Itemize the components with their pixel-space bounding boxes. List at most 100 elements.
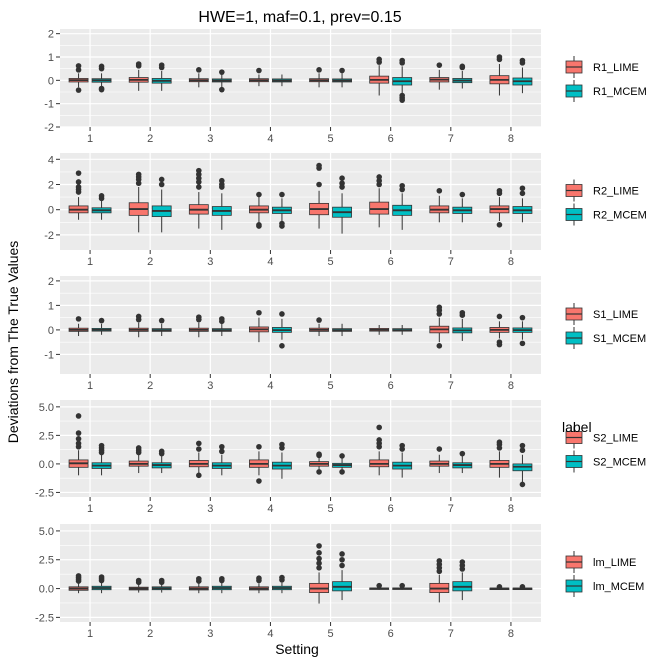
x-tick-label: 8 — [508, 256, 514, 268]
outlier-point — [399, 442, 405, 449]
outlier-point — [339, 551, 345, 557]
outlier-point — [219, 86, 225, 93]
outlier-point — [279, 223, 285, 229]
x-tick-label: 2 — [147, 628, 153, 640]
outlier-point — [436, 187, 443, 194]
box-R2_LIME-setting-5 — [309, 162, 329, 229]
x-tick-label: 4 — [267, 380, 273, 392]
panel-lm: -2.5 0.0 2.5 5.0 1 2 3 4 5 6 7 8 — [35, 524, 541, 640]
outlier-point — [459, 63, 466, 70]
outlier-point — [219, 69, 225, 75]
legend-label: lm_MCEM — [593, 581, 644, 593]
x-axis-label: Setting — [275, 641, 319, 657]
y-tick-label: 2 — [48, 276, 54, 288]
series-R1_LIME — [68, 54, 510, 96]
box-S2_MCEM-setting-2 — [151, 448, 172, 474]
legend-label: S2_LIME — [593, 433, 638, 445]
box-S1_LIME-setting-5 — [309, 317, 329, 337]
outlier-point — [496, 439, 503, 446]
legend-title: label — [562, 419, 592, 435]
box-R2_MCEM-setting-5 — [332, 175, 352, 234]
box-S1_MCEM-setting-4 — [272, 311, 292, 349]
outlier-point — [219, 177, 225, 184]
x-tick-label: 8 — [508, 133, 514, 145]
outlier-point — [339, 562, 345, 569]
series-lm_MCEM — [91, 551, 533, 601]
box-S1_LIME-setting-3 — [188, 314, 209, 338]
outlier-point — [196, 575, 202, 582]
outlier-point — [219, 443, 225, 450]
outlier-point — [256, 478, 262, 484]
x-tick-label: 7 — [448, 503, 454, 515]
x-tick-label: 2 — [147, 133, 153, 145]
x-tick-label: 6 — [388, 503, 394, 515]
outlier-point — [459, 559, 466, 565]
outlier-point — [519, 57, 526, 64]
x-tick-label: 7 — [448, 628, 454, 640]
box-lm_LIME-setting-5 — [309, 543, 329, 604]
outlier-point — [399, 582, 405, 589]
outlier-point — [459, 450, 466, 457]
outlier-point — [158, 448, 165, 455]
outlier-point — [519, 442, 526, 449]
panel-background — [60, 276, 541, 374]
box-S2_MCEM-setting-4 — [272, 441, 292, 479]
box-R1_MCEM-setting-1 — [91, 63, 112, 93]
y-tick-label: 0.0 — [39, 584, 54, 596]
outlier-point — [316, 162, 322, 169]
legend-label: lm_LIME — [593, 557, 636, 569]
outlier-point — [519, 340, 526, 347]
box-S1_MCEM-setting-1 — [91, 317, 112, 335]
outlier-point — [158, 317, 165, 324]
outlier-point — [98, 317, 105, 324]
outlier-point — [519, 447, 526, 454]
box-lm_LIME-setting-8 — [489, 584, 510, 591]
outlier-point — [316, 469, 322, 475]
box-S2_MCEM-setting-8 — [512, 442, 533, 488]
x-tick-label: 1 — [87, 380, 93, 392]
box-R1_LIME-setting-4 — [249, 67, 269, 87]
outlier-point — [316, 67, 322, 73]
legend-label: S1_LIME — [593, 309, 638, 321]
outlier-point — [279, 441, 285, 448]
box-lm_MCEM-setting-1 — [91, 574, 112, 594]
box-R1_MCEM-setting-8 — [512, 57, 533, 94]
box-R1_MCEM-setting-5 — [332, 67, 352, 88]
outlier-point — [98, 86, 105, 93]
box-S2_MCEM-setting-1 — [91, 442, 112, 476]
outlier-point — [519, 190, 526, 197]
chart-title: HWE=1, maf=0.1, prev=0.15 — [198, 9, 401, 26]
box-S1_LIME-setting-1 — [68, 316, 89, 337]
x-tick-label: 7 — [448, 133, 454, 145]
y-axis-label: Deviations from The True Values — [5, 241, 21, 444]
outlier-point — [316, 543, 322, 549]
outlier-point — [519, 584, 526, 590]
box-R2_MCEM-setting-7 — [452, 191, 473, 223]
outlier-point — [376, 582, 382, 589]
outlier-point — [496, 222, 503, 228]
y-tick-label: -2 — [44, 122, 54, 134]
outlier-point — [436, 304, 443, 311]
box-R1_MCEM-setting-7 — [452, 63, 473, 89]
outlier-point — [98, 574, 105, 580]
box-R1_LIME-setting-2 — [128, 61, 149, 91]
outlier-point — [158, 577, 165, 584]
y-tick-label: 2.5 — [39, 555, 54, 567]
outlier-point — [256, 223, 262, 229]
box-S1_LIME-setting-8 — [489, 313, 510, 348]
outlier-point — [158, 181, 165, 188]
legend-label: R1_MCEM — [593, 86, 647, 98]
outlier-point — [256, 191, 262, 198]
box-S2_MCEM-setting-5 — [332, 453, 352, 475]
x-tick-label: 3 — [207, 380, 213, 392]
x-tick-label: 5 — [328, 503, 334, 515]
y-tick-label: 5.0 — [39, 526, 54, 538]
series-S2_LIME — [68, 413, 510, 484]
legend-S1: S1_LIME S1_MCEM — [565, 303, 646, 349]
box-R2_MCEM-setting-4 — [272, 191, 292, 229]
outlier-point — [436, 62, 443, 68]
box-S2_LIME-setting-7 — [429, 446, 450, 474]
box-S1_MCEM-setting-5 — [332, 323, 352, 337]
x-tick-label: 6 — [388, 380, 394, 392]
outlier-point — [256, 443, 262, 450]
